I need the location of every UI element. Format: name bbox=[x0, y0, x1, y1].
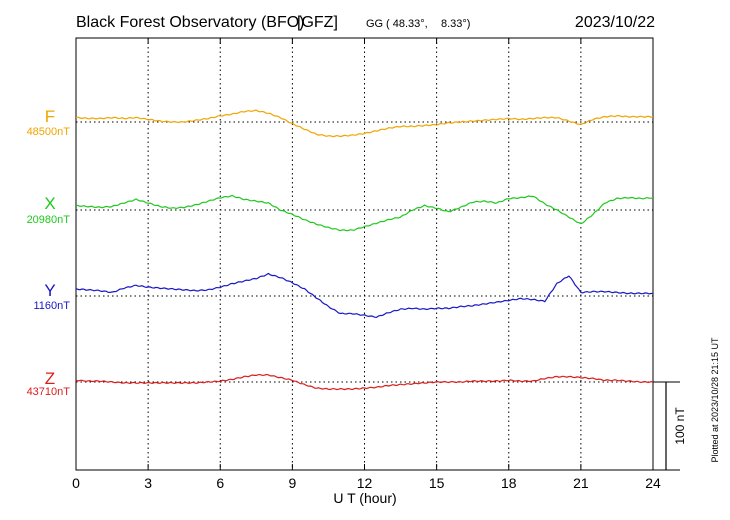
component-label-z: Z bbox=[45, 369, 55, 388]
x-tick-label: 6 bbox=[216, 475, 224, 491]
scale-bar: 100 nT bbox=[653, 381, 687, 471]
x-tick-label: 15 bbox=[429, 475, 445, 491]
trace-z bbox=[75, 373, 654, 391]
date-label: 2023/10/22 bbox=[575, 14, 655, 31]
latitude-label: ( 48.33°, bbox=[386, 18, 428, 30]
component-label-y: Y bbox=[44, 281, 55, 300]
x-tick-label: 21 bbox=[573, 475, 589, 491]
baseline-label-f: 48500nT bbox=[27, 126, 71, 138]
trace-x bbox=[75, 194, 654, 232]
component-label-x: X bbox=[44, 194, 55, 213]
grid bbox=[76, 38, 653, 470]
x-tick-label: 0 bbox=[72, 475, 80, 491]
longitude-label: 8.33°) bbox=[441, 18, 470, 30]
trace-f bbox=[75, 109, 654, 138]
baseline-label-y: 1160nT bbox=[34, 300, 71, 312]
x-tick-label: 9 bbox=[288, 475, 296, 491]
coordinate-system-label: GG bbox=[366, 18, 383, 30]
x-axis-label: U T (hour) bbox=[333, 490, 396, 506]
trace-y bbox=[75, 272, 654, 319]
plotted-at-note: Plotted at 2023/10/28 21:15 UT bbox=[710, 337, 720, 463]
baseline-label-x: 20980nT bbox=[27, 214, 71, 226]
x-tick-label: 24 bbox=[645, 475, 661, 491]
x-tick-label: 18 bbox=[501, 475, 517, 491]
header: Black Forest Observatory (BFO) [GFZ] GG … bbox=[76, 14, 655, 31]
x-tick-label: 12 bbox=[357, 475, 373, 491]
station-title: Black Forest Observatory (BFO) bbox=[76, 14, 305, 31]
x-axis-ticks: 0 3 6 9 12 15 18 21 24 bbox=[72, 38, 661, 491]
baseline-label-z: 43710nT bbox=[27, 386, 71, 398]
x-tick-label: 3 bbox=[144, 475, 152, 491]
institute-label: [GFZ] bbox=[297, 14, 338, 31]
scale-bar-label: 100 nT bbox=[673, 407, 687, 445]
component-label-f: F bbox=[45, 107, 55, 126]
